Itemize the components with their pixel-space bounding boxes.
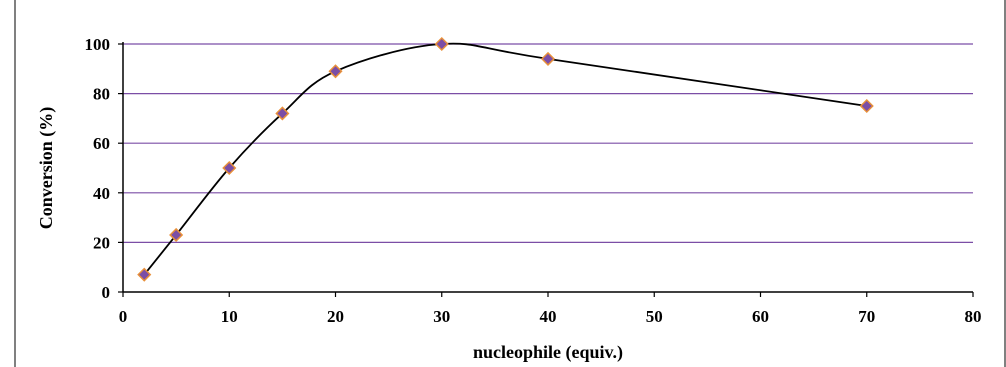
x-tick-label-60: 60 bbox=[752, 307, 769, 326]
y-tick-label-0: 0 bbox=[102, 283, 111, 302]
y-tick-label-60: 60 bbox=[93, 134, 110, 153]
data-point-x15 bbox=[275, 106, 290, 121]
x-tick-label-10: 10 bbox=[221, 307, 238, 326]
x-axis-label: nucleophile (equiv.) bbox=[473, 342, 623, 363]
x-tick-label-30: 30 bbox=[433, 307, 450, 326]
axes bbox=[118, 42, 974, 297]
y-tick-label-20: 20 bbox=[93, 233, 110, 252]
x-tick-label-70: 70 bbox=[858, 307, 875, 326]
y-tick-label-80: 80 bbox=[93, 85, 110, 104]
y-tick-labels: 0 20 40 60 80 100 bbox=[85, 35, 111, 302]
data-series bbox=[137, 36, 874, 282]
data-point-x2 bbox=[137, 267, 152, 282]
x-tick-labels: 0 10 20 30 40 50 60 70 80 bbox=[119, 307, 982, 326]
gridlines bbox=[123, 43, 973, 243]
x-tick-label-50: 50 bbox=[646, 307, 663, 326]
series-line-0 bbox=[143, 42, 867, 276]
y-tick-label-100: 100 bbox=[85, 35, 111, 54]
data-point-x5 bbox=[169, 227, 184, 243]
data-point-x40 bbox=[540, 51, 556, 66]
x-tick-label-80: 80 bbox=[965, 307, 982, 326]
data-point-x30 bbox=[434, 36, 449, 52]
x-tick-label-40: 40 bbox=[540, 307, 557, 326]
data-point-x70 bbox=[859, 98, 874, 114]
data-point-x10 bbox=[222, 160, 237, 176]
y-axis-label: Conversion (%) bbox=[36, 107, 57, 230]
x-tick-label-0: 0 bbox=[119, 307, 128, 326]
y-tick-label-40: 40 bbox=[93, 184, 110, 203]
data-point-x20 bbox=[328, 64, 343, 79]
x-tick-label-20: 20 bbox=[327, 307, 344, 326]
